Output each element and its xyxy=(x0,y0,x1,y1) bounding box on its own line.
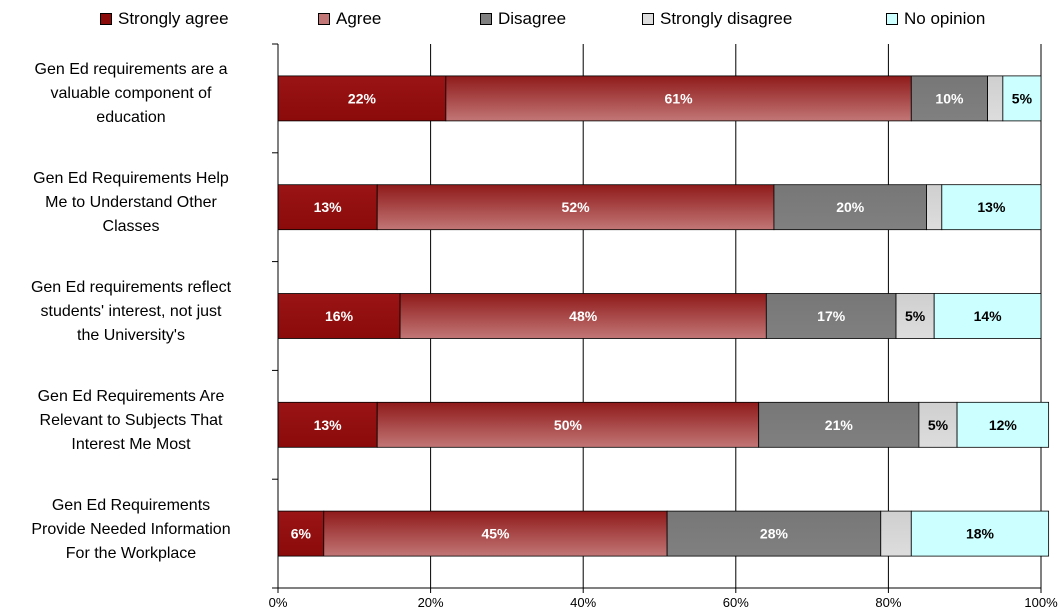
bar-segment xyxy=(277,184,378,231)
data-label: 18% xyxy=(966,526,995,542)
bar-segment xyxy=(956,401,1050,448)
legend-label: Disagree xyxy=(498,9,567,28)
bar-segment xyxy=(880,510,912,557)
x-tick-label: 20% xyxy=(418,595,444,610)
category-label: Gen Ed requirements are a valuable compon… xyxy=(0,58,262,130)
bar-segment xyxy=(941,184,1042,231)
bar-segment xyxy=(666,510,882,557)
legend-label: Agree xyxy=(336,9,382,28)
category-label-line: Me to Understand Other xyxy=(45,194,217,212)
data-label: 50% xyxy=(554,417,583,433)
category-label-line: education xyxy=(96,109,166,127)
data-label: 13% xyxy=(314,199,343,215)
data-label: 21% xyxy=(825,417,854,433)
legend-swatch xyxy=(100,13,112,25)
category-label-line: Provide Needed Information xyxy=(31,520,231,538)
bar-segment xyxy=(926,184,943,231)
category-label-line: the University's xyxy=(77,327,185,344)
bar-segment xyxy=(399,293,767,339)
legend-item: Strongly agree xyxy=(100,9,229,29)
bar-segment xyxy=(323,510,668,557)
legend-swatch xyxy=(318,13,330,25)
legend-label: Strongly agree xyxy=(118,9,229,28)
data-label: 52% xyxy=(562,199,591,215)
category-label: Gen Ed Requirements Help Me to Understand… xyxy=(0,167,262,239)
data-label: 48% xyxy=(569,308,598,324)
legend-item: Agree xyxy=(318,9,381,29)
x-tick-label: 0% xyxy=(269,595,288,610)
legend-swatch xyxy=(886,13,898,25)
bar-segment xyxy=(1002,75,1042,122)
bar-segment xyxy=(376,184,775,231)
bar-segment xyxy=(445,75,912,122)
x-tick-label: 80% xyxy=(875,595,901,610)
data-label: 5% xyxy=(905,308,926,324)
x-tick-label: 40% xyxy=(570,595,596,610)
data-label: 13% xyxy=(314,417,343,433)
legend-swatch xyxy=(642,13,654,25)
bar-segment xyxy=(376,401,760,448)
data-label: 20% xyxy=(836,199,865,215)
data-label: 16% xyxy=(325,308,354,324)
bar-segment xyxy=(933,293,1042,339)
bar-segment xyxy=(910,75,988,122)
bars: 22% 61% 10% 5% 13% 52% 20% 13% 16% 48% 17% 5% 14% 13%… xyxy=(277,75,1050,557)
legend-item: No opinion xyxy=(886,9,985,29)
category-label-line: Interest Me Most xyxy=(71,435,191,453)
data-label: 6% xyxy=(291,526,312,542)
category-label-line: Gen Ed Requirements Are xyxy=(37,387,225,405)
data-label: 5% xyxy=(928,417,949,433)
legend-label: Strongly disagree xyxy=(660,9,793,28)
axes: 0% 20% 40% 60% 80% 100% xyxy=(269,43,1058,610)
bar-segment xyxy=(918,401,958,448)
category-label-line: Gen Ed requirements reflect xyxy=(30,279,232,296)
bar-segment xyxy=(277,401,378,448)
category-label: Gen Ed requirements reflect students' int… xyxy=(0,276,262,348)
category-label-line: Gen Ed Requirements Help xyxy=(33,170,229,188)
x-tick-label: 60% xyxy=(723,595,749,610)
legend-label: No opinion xyxy=(904,9,986,28)
data-label: 22% xyxy=(348,90,377,106)
category-label: Gen Ed Requirements Are Relevant to Subje… xyxy=(0,385,262,457)
data-label: 61% xyxy=(665,90,694,106)
category-label-line: Classes xyxy=(102,218,160,236)
data-label: 10% xyxy=(935,90,964,106)
legend-item: Disagree xyxy=(480,9,566,29)
bar-segment xyxy=(987,75,1004,122)
data-label: 17% xyxy=(817,308,846,324)
bar-segment xyxy=(895,293,935,339)
data-label: 45% xyxy=(481,526,510,542)
data-label: 13% xyxy=(977,199,1006,215)
data-label: 14% xyxy=(974,308,1003,324)
category-label: Gen Ed Requirements Provide Needed Inform… xyxy=(0,494,262,566)
category-label-line: Gen Ed Requirements xyxy=(51,496,211,514)
category-label-line: Gen Ed requirements are a xyxy=(34,61,228,79)
bar-segment xyxy=(277,75,447,122)
category-label-line: For the Workplace xyxy=(65,544,197,562)
bar-segment xyxy=(910,510,1050,557)
category-label-line: valuable component of xyxy=(50,85,212,103)
x-tick-label: 100% xyxy=(1024,595,1058,610)
legend-item: Strongly disagree xyxy=(642,9,792,29)
data-label: 12% xyxy=(989,417,1018,433)
bar-segment xyxy=(277,293,401,339)
category-label-line: students' interest, not just xyxy=(40,303,222,320)
category-label-line: Relevant to Subjects That xyxy=(39,411,223,429)
bar-segment xyxy=(773,184,927,231)
legend-swatch xyxy=(480,13,492,25)
data-label: 5% xyxy=(1012,90,1033,106)
data-label: 28% xyxy=(760,526,789,542)
